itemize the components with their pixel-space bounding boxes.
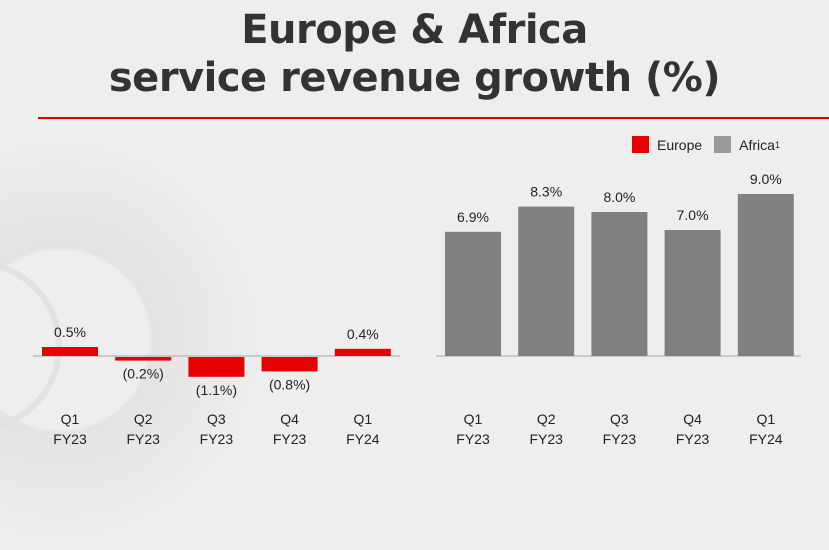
africa-tick-year: FY24 xyxy=(749,431,783,447)
africa-tick-year: FY23 xyxy=(603,431,637,447)
africa-tick-quarter: Q1 xyxy=(464,411,483,427)
africa-tick-quarter: Q1 xyxy=(756,411,775,427)
legend-item-europe: Europe xyxy=(632,136,702,153)
europe-tick-quarter: Q1 xyxy=(353,411,372,427)
africa-bar xyxy=(518,206,575,356)
legend-footnote-africa: 1 xyxy=(774,139,780,150)
africa-value-label: 8.3% xyxy=(530,184,562,200)
europe-tick-quarter: Q1 xyxy=(61,411,80,427)
legend-swatch-africa xyxy=(714,136,732,153)
europe-tick-quarter: Q3 xyxy=(207,411,226,427)
charts-canvas: 0.5% Q1 FY23 (0.2%) Q2 FY23 (1.1%) Q3 FY23 (0.8%)… xyxy=(33,171,801,447)
title-line-2: service revenue growth (%) xyxy=(108,55,721,101)
africa-bar xyxy=(664,230,721,356)
title-divider xyxy=(38,117,829,119)
africa-tick-year: FY23 xyxy=(456,431,490,447)
africa-bar xyxy=(737,194,794,356)
europe-bar xyxy=(261,357,318,372)
europe-bar xyxy=(334,348,391,356)
europe-value-label: (0.8%) xyxy=(269,376,310,392)
africa-value-label: 9.0% xyxy=(750,171,782,187)
africa-tick-quarter: Q4 xyxy=(683,411,702,427)
title-line-1: Europe & Africa xyxy=(241,7,588,53)
europe-tick-quarter: Q2 xyxy=(134,411,153,427)
europe-bar xyxy=(42,347,98,356)
europe-value-label: (1.1%) xyxy=(196,382,237,398)
europe-value-label: 0.5% xyxy=(54,324,86,340)
africa-bar xyxy=(591,212,648,356)
africa-value-label: 8.0% xyxy=(603,189,635,205)
page-title: Europe & Africa service revenue growth (… xyxy=(0,6,829,102)
legend-label-africa: Africa xyxy=(739,136,775,153)
africa-tick-year: FY23 xyxy=(676,431,710,447)
europe-tick-year: FY23 xyxy=(126,431,160,447)
africa-tick-quarter: Q3 xyxy=(610,411,629,427)
europe-bar xyxy=(115,357,172,361)
europe-tick-year: FY23 xyxy=(273,431,307,447)
africa-bar xyxy=(445,231,501,356)
europe-tick-year: FY24 xyxy=(346,431,380,447)
africa-tick-year: FY23 xyxy=(529,431,563,447)
legend-item-africa: Africa 1 xyxy=(714,136,780,153)
europe-value-label: 0.4% xyxy=(347,326,379,342)
legend: Europe Africa 1 xyxy=(632,136,792,153)
europe-bar xyxy=(188,357,245,377)
europe-tick-quarter: Q4 xyxy=(280,411,299,427)
legend-swatch-europe xyxy=(632,136,649,153)
legend-label-europe: Europe xyxy=(657,136,703,153)
africa-value-label: 6.9% xyxy=(457,209,489,225)
africa-tick-quarter: Q2 xyxy=(537,411,556,427)
europe-value-label: (0.2%) xyxy=(123,366,164,382)
europe-tick-year: FY23 xyxy=(53,431,87,447)
europe-tick-year: FY23 xyxy=(200,431,234,447)
africa-value-label: 7.0% xyxy=(677,207,709,223)
